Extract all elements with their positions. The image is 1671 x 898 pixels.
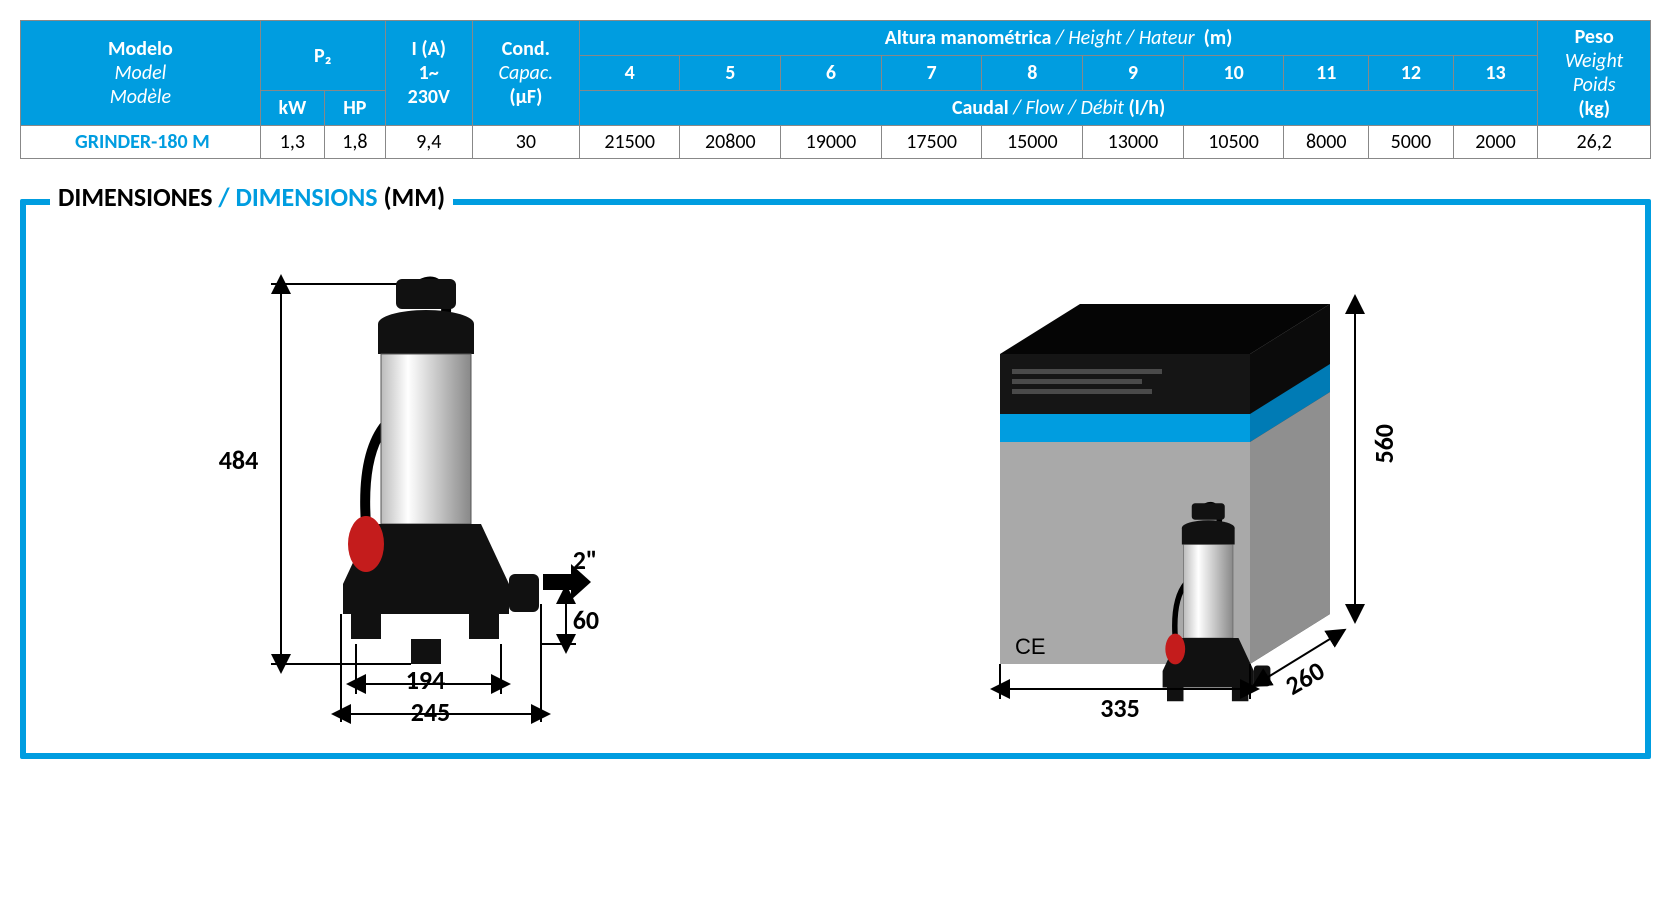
- hdr-hp: HP: [325, 91, 385, 126]
- packaging-box-icon: CE: [1000, 304, 1330, 701]
- hv-1: 5: [680, 56, 781, 91]
- hv-8: 12: [1369, 56, 1454, 91]
- hdr-flow: Caudal / Flow / Débit (l/h): [579, 91, 1537, 126]
- hv-0: 4: [579, 56, 680, 91]
- dimensions-title: DIMENSIONES / DIMENSIONS (MM): [50, 181, 453, 213]
- hdr-height: Altura manométrica / Height / Hateur (m): [579, 21, 1537, 56]
- pump-diagram: 484 2" 60 194 245: [211, 244, 631, 724]
- cell-flow-1: 20800: [680, 126, 781, 159]
- hv-6: 10: [1183, 56, 1284, 91]
- hv-9: 13: [1453, 56, 1538, 91]
- cell-weight: 26,2: [1538, 126, 1651, 159]
- data-row: GRINDER-180 M 1,3 1,8 9,4 30 21500 20800…: [21, 126, 1651, 159]
- hdr-model-en: Model: [114, 61, 166, 85]
- hdr-current: I (A) 1~ 230V: [385, 21, 472, 126]
- cell-hp: 1,8: [325, 126, 385, 159]
- hv-3: 7: [881, 56, 982, 91]
- hv-5: 9: [1083, 56, 1184, 91]
- pump-height-label: 484: [219, 444, 259, 476]
- pump-base-outer-label: 245: [411, 696, 451, 728]
- hdr-p2: P₂: [260, 21, 385, 91]
- box-width-label: 335: [1100, 692, 1140, 724]
- box-svg: CE: [940, 244, 1460, 724]
- cell-flow-8: 5000: [1369, 126, 1454, 159]
- cell-flow-0: 21500: [579, 126, 680, 159]
- hdr-model-fr: Modèle: [110, 85, 171, 109]
- hv-4: 8: [982, 56, 1083, 91]
- hdr-capac: Cond. Capac. (µF): [472, 21, 579, 126]
- cell-flow-9: 2000: [1453, 126, 1538, 159]
- cell-model: GRINDER-180 M: [21, 126, 261, 159]
- pump-body-icon: [343, 279, 539, 664]
- hv-7: 11: [1284, 56, 1369, 91]
- cell-flow-5: 13000: [1083, 126, 1184, 159]
- box-height-label: 560: [1368, 424, 1400, 464]
- spec-table: Modelo Model Modèle P₂ I (A) 1~ 230V Con…: [20, 20, 1651, 159]
- cell-capac: 30: [472, 126, 579, 159]
- cell-flow-4: 15000: [982, 126, 1083, 159]
- pump-outlet-h-label: 60: [573, 604, 599, 636]
- hdr-weight: Peso Weight Poids (kg): [1538, 21, 1651, 126]
- cell-flow-3: 17500: [881, 126, 982, 159]
- cell-flow-7: 8000: [1284, 126, 1369, 159]
- pump-svg: [211, 244, 631, 724]
- svg-text:CE: CE: [1015, 634, 1046, 659]
- hv-2: 6: [781, 56, 882, 91]
- cell-flow-2: 19000: [781, 126, 882, 159]
- pump-base-inner-label: 194: [406, 664, 446, 696]
- hdr-model: Modelo Model Modèle: [21, 21, 261, 126]
- hdr-kw: kW: [260, 91, 324, 126]
- box-diagram: CE: [940, 244, 1460, 724]
- hdr-model-es: Modelo: [108, 37, 173, 61]
- cell-kw: 1,3: [260, 126, 324, 159]
- cell-current: 9,4: [385, 126, 472, 159]
- dimensions-section: DIMENSIONES / DIMENSIONS (MM): [20, 199, 1651, 759]
- dimensions-frame: 484 2" 60 194 245: [20, 199, 1651, 759]
- pump-outlet-label: 2": [573, 544, 598, 576]
- cell-flow-6: 10500: [1183, 126, 1284, 159]
